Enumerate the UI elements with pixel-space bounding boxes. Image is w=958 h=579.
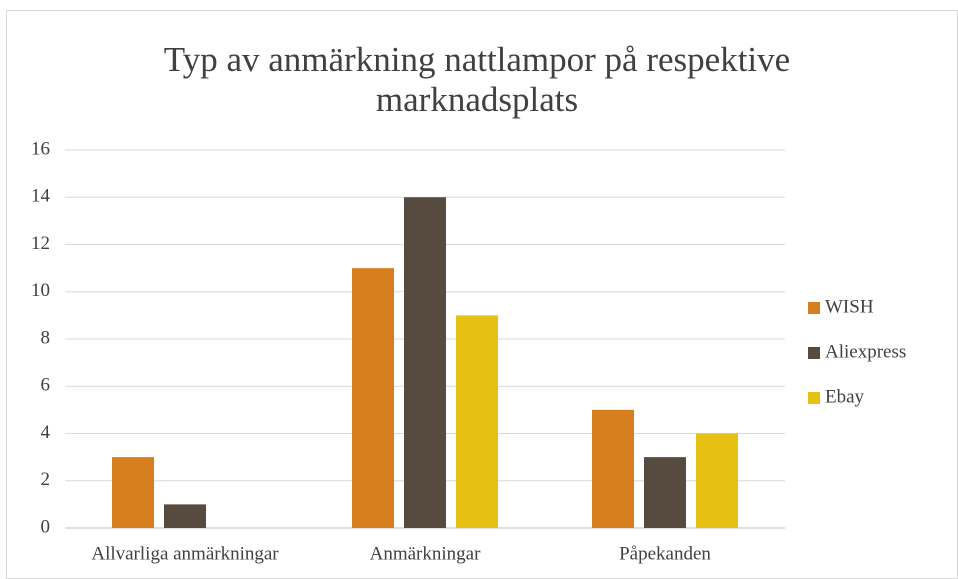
- y-tick-label: 6: [41, 375, 51, 396]
- bar: [404, 197, 446, 528]
- x-tick-label: Allvarliga anmärkningar: [91, 543, 279, 564]
- bar: [352, 268, 394, 528]
- y-tick-label: 2: [41, 469, 51, 490]
- y-tick-label: 14: [31, 186, 51, 207]
- y-tick-label: 0: [41, 516, 51, 537]
- legend-label: Aliexpress: [825, 341, 906, 362]
- legend-label: Ebay: [825, 386, 865, 407]
- legend-swatch: [808, 302, 820, 314]
- legend-swatch: [808, 392, 820, 404]
- y-tick-label: 4: [41, 422, 51, 443]
- bar: [592, 409, 634, 528]
- y-tick-label: 12: [31, 233, 50, 254]
- bar: [112, 457, 154, 528]
- x-tick-label: Påpekanden: [619, 543, 711, 564]
- y-tick-label: 8: [41, 327, 51, 348]
- bar: [644, 457, 686, 528]
- legend-swatch: [808, 347, 820, 359]
- x-tick-label: Anmärkningar: [370, 543, 481, 564]
- legend-label: WISH: [825, 296, 874, 317]
- bar: [696, 433, 738, 528]
- chart-title: Typ av anmärkning nattlampor på respekti…: [163, 40, 791, 119]
- y-tick-label: 16: [31, 138, 50, 159]
- y-tick-label: 10: [31, 280, 50, 301]
- bar: [164, 504, 206, 528]
- bar: [456, 315, 498, 528]
